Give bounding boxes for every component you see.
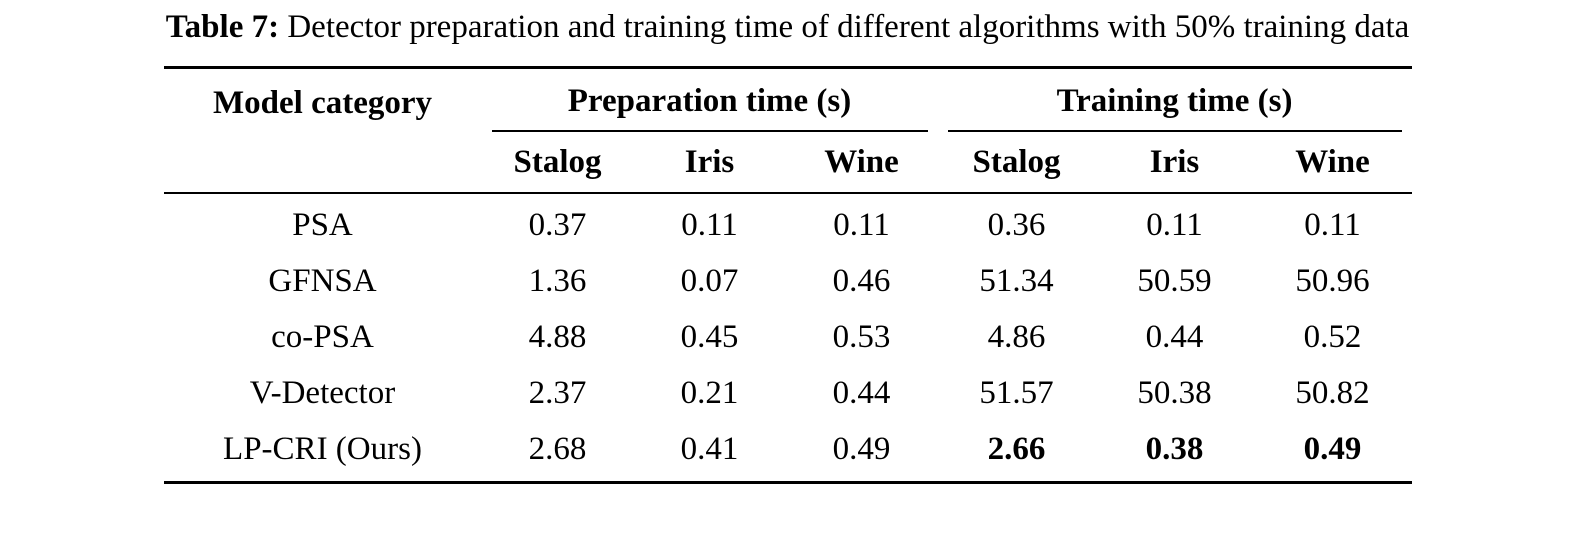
- table-header: Model category Preparation time (s) Trai…: [163, 67, 1412, 194]
- column-header-train-stalog: Stalog: [937, 131, 1096, 194]
- data-cell: 0.36: [987, 206, 1046, 243]
- data-cell: 50.59: [1137, 262, 1212, 299]
- data-cell: 4.88: [528, 318, 587, 355]
- data-cell: 2.68: [528, 430, 587, 467]
- column-group-training-time: Training time (s): [938, 67, 1412, 132]
- column-header-prep-iris: Iris: [633, 131, 786, 194]
- data-cell: 0.21: [680, 374, 739, 411]
- results-table: Model category Preparation time (s) Trai…: [163, 65, 1412, 484]
- data-cell: 51.57: [979, 374, 1054, 411]
- data-cell: 0.44: [832, 374, 891, 411]
- model-cell: V-Detector: [249, 374, 396, 411]
- column-header-prep-wine: Wine: [785, 131, 938, 194]
- table-row: PSA 0.37 0.11 0.11 0.36 0.11 0.11: [164, 193, 1412, 254]
- table-row: V-Detector 2.37 0.21 0.44 51.57 50.38 50…: [164, 366, 1412, 422]
- data-cell: 1.36: [528, 262, 587, 299]
- column-header-prep-stalog: Stalog: [481, 131, 634, 194]
- model-cell: GFNSA: [268, 262, 377, 299]
- table-body: PSA 0.37 0.11 0.11 0.36 0.11 0.11 GFNSA …: [164, 193, 1412, 483]
- data-cell: 50.82: [1295, 374, 1370, 411]
- group-header-row: Model category Preparation time (s) Trai…: [163, 67, 1412, 194]
- column-header-model: Model category: [163, 67, 482, 194]
- data-cell: 50.38: [1137, 374, 1212, 411]
- data-cell: 0.49: [832, 430, 891, 467]
- column-group-preparation-time: Preparation time (s): [482, 67, 938, 132]
- data-cell: 0.41: [680, 430, 739, 467]
- table-row: co-PSA 4.88 0.45 0.53 4.86 0.44 0.52: [164, 310, 1412, 366]
- table-row: GFNSA 1.36 0.07 0.46 51.34 50.59 50.96: [164, 254, 1412, 310]
- data-cell: 0.11: [1146, 206, 1203, 243]
- data-cell: 50.96: [1295, 262, 1370, 299]
- column-header-train-wine: Wine: [1253, 131, 1412, 194]
- model-cell: PSA: [292, 206, 353, 243]
- data-cell: 4.86: [987, 318, 1046, 355]
- data-cell-best: 0.38: [1145, 430, 1204, 467]
- data-cell: 0.11: [1304, 206, 1361, 243]
- column-group-training-time-label: Training time (s): [947, 69, 1402, 132]
- table-caption-label: Table 7:: [165, 9, 280, 45]
- data-cell: 0.11: [833, 206, 890, 243]
- table-row-ours: LP-CRI (Ours) 2.68 0.41 0.49 2.66 0.38 0…: [164, 422, 1412, 483]
- data-cell: 0.53: [832, 318, 891, 355]
- data-cell: 0.52: [1303, 318, 1362, 355]
- data-cell: 0.37: [528, 206, 587, 243]
- data-cell: 0.46: [832, 262, 891, 299]
- table-caption: Table 7: Detector preparation and traini…: [0, 0, 1575, 48]
- data-cell: 0.44: [1145, 318, 1204, 355]
- data-cell: 0.07: [680, 262, 739, 299]
- data-cell-best: 2.66: [987, 430, 1046, 467]
- column-header-train-iris: Iris: [1095, 131, 1254, 194]
- model-cell: LP-CRI (Ours): [223, 430, 422, 467]
- data-cell: 0.11: [681, 206, 738, 243]
- table-caption-text: Detector preparation and training time o…: [287, 9, 1410, 45]
- sub-header-row: Stalog Iris Wine Stalog Iris Wine: [164, 131, 1412, 194]
- table-container: Model category Preparation time (s) Trai…: [0, 65, 1575, 484]
- data-cell: 2.37: [528, 374, 587, 411]
- data-cell: 51.34: [979, 262, 1054, 299]
- column-group-preparation-time-label: Preparation time (s): [491, 69, 928, 132]
- data-cell: 0.45: [680, 318, 739, 355]
- model-cell: co-PSA: [271, 318, 374, 355]
- data-cell-best: 0.49: [1303, 430, 1362, 467]
